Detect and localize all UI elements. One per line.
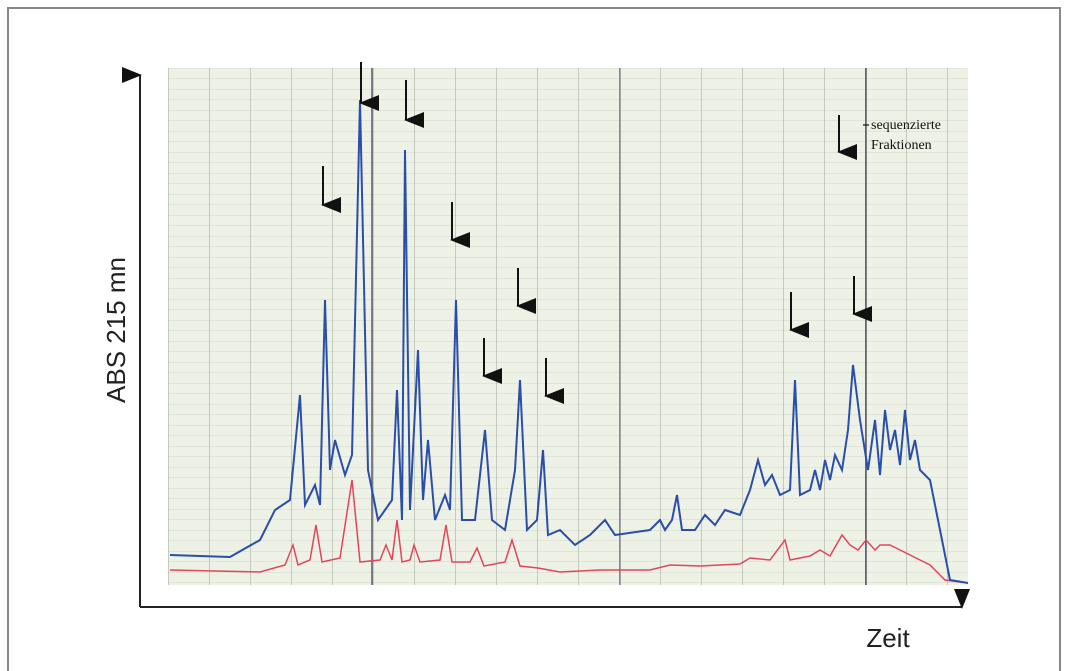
red-trace [169,479,969,584]
fraction-arrows [321,62,872,404]
frame [7,7,1061,671]
legend-line2: Fraktionen [871,138,932,153]
axes [122,67,970,609]
y-axis-label: ABS 215 mn [101,257,131,403]
blue-trace [169,99,969,584]
chart-paper [168,68,968,585]
legend-line1: sequenzierte [871,118,941,133]
x-axis-label: Zeit [866,623,910,653]
